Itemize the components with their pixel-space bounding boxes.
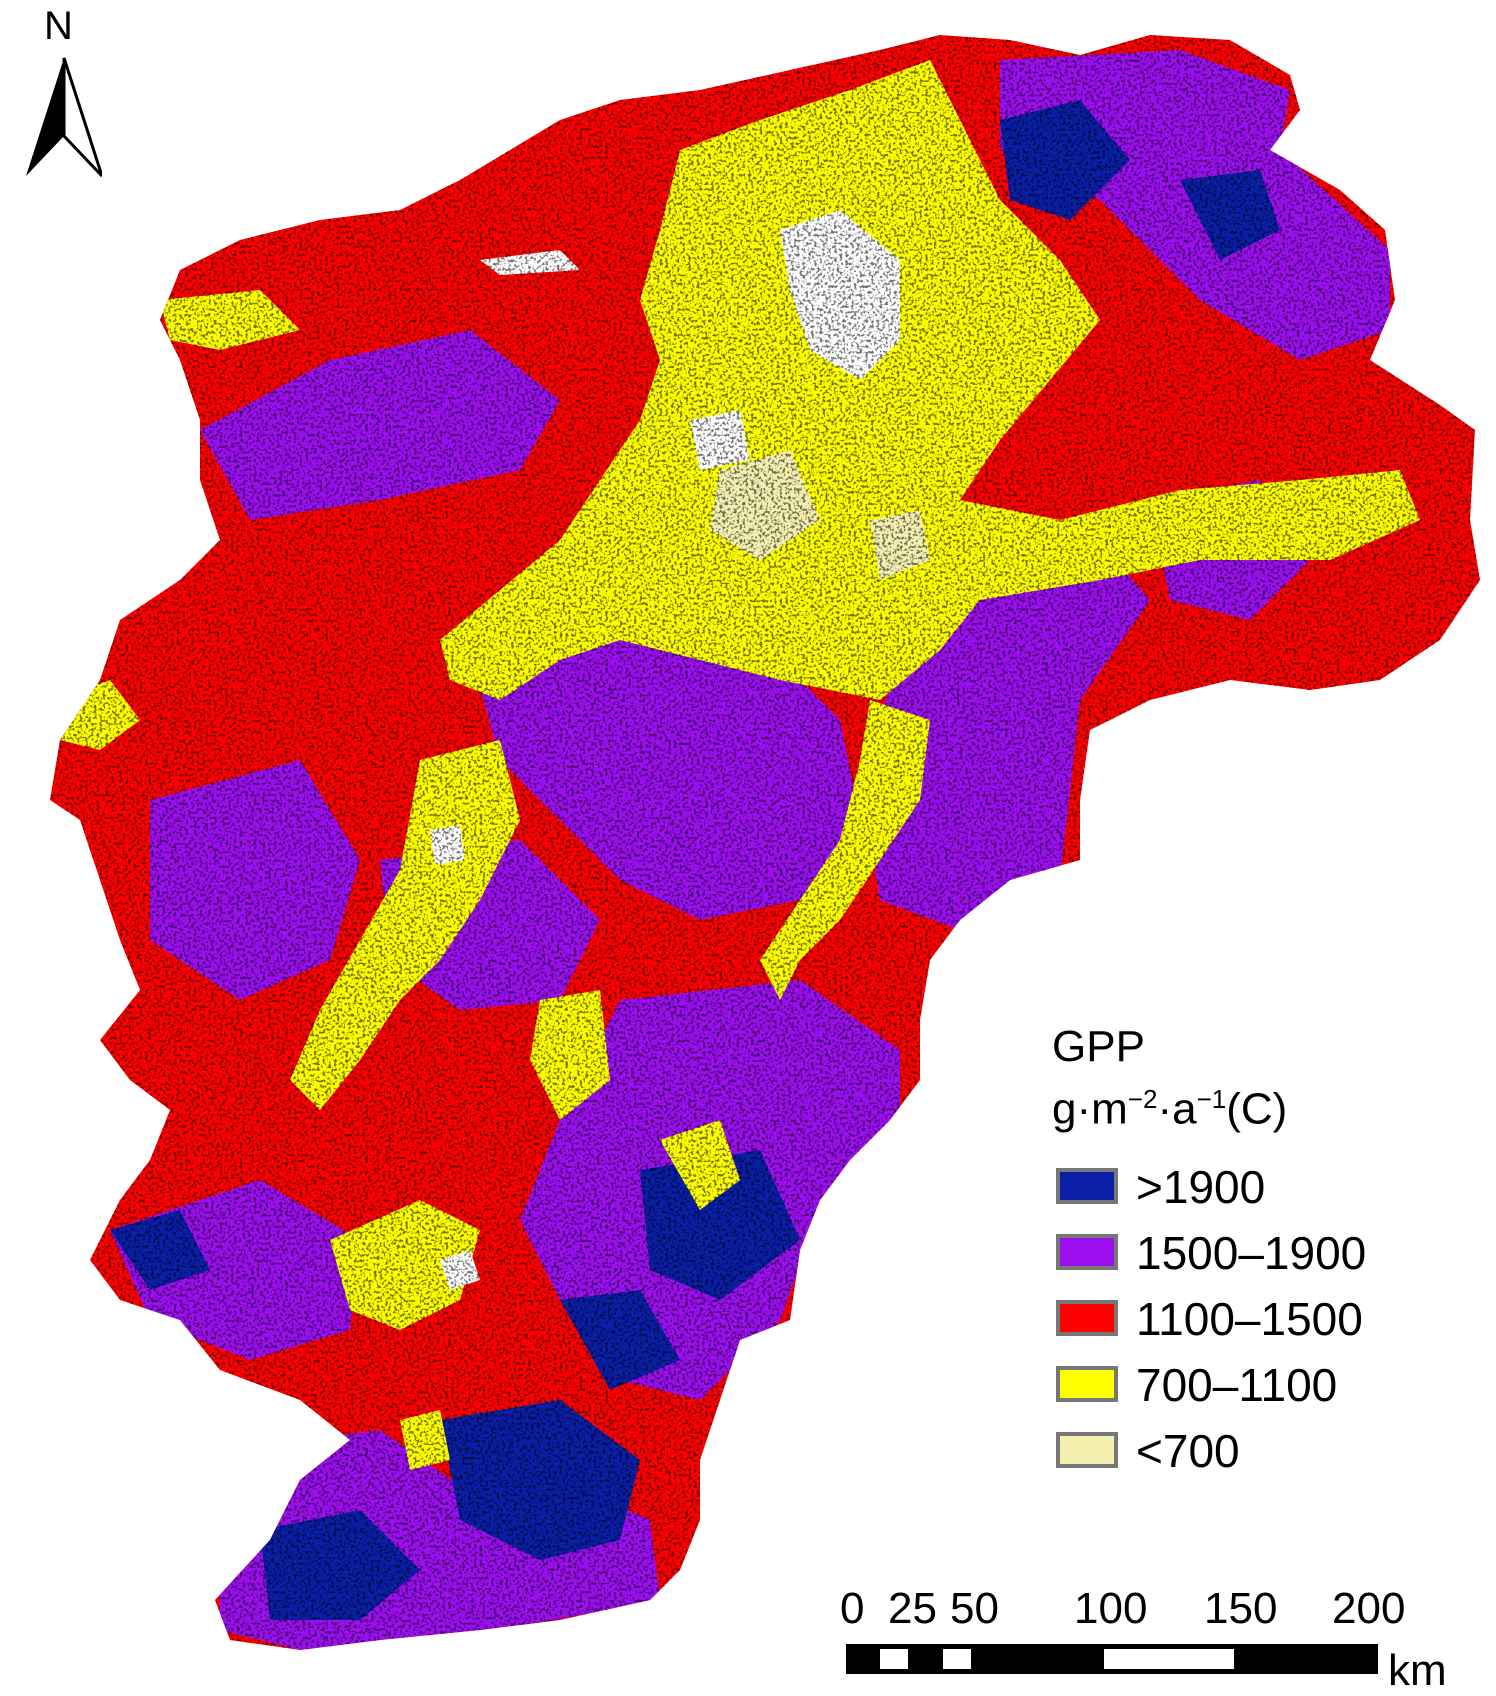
north-label: N: [44, 4, 73, 48]
scale-bar-graphic: [846, 1644, 1378, 1674]
scale-tick-label: 0: [840, 1584, 865, 1633]
legend-label: <700: [1136, 1425, 1240, 1477]
north-arrow-icon: [26, 57, 104, 178]
legend-swatch: [1056, 1234, 1118, 1270]
scale-tick-label: 150: [1204, 1584, 1278, 1633]
scale-tick-label: 100: [1074, 1584, 1148, 1633]
legend-label: 700–1100: [1136, 1359, 1338, 1411]
legend-label: >1900: [1136, 1161, 1266, 1213]
scale-tick-label: 50: [950, 1584, 999, 1633]
legend-label: 1500–1900: [1136, 1227, 1367, 1279]
legend-unit-exp1: −2: [1127, 1084, 1158, 1114]
scale-unit: km: [1388, 1646, 1447, 1695]
legend-swatch: [1056, 1366, 1118, 1402]
legend-swatch: [1056, 1168, 1118, 1204]
scale-bar: 0 25 50 100 150 200 km: [820, 1584, 1447, 1695]
scale-tick-label: 200: [1332, 1584, 1406, 1633]
north-arrow: [22, 8, 104, 178]
legend-swatch: [1056, 1300, 1118, 1336]
legend-unit-main: g·m: [1052, 1084, 1128, 1134]
legend-title: GPP: [1052, 1022, 1145, 1071]
legend-unit-exp2: −1: [1196, 1084, 1227, 1114]
legend-swatch: [1056, 1432, 1118, 1468]
legend-unit: g·m−2·a−1(C): [1052, 1084, 1287, 1135]
scale-tick-label: 25: [888, 1584, 937, 1633]
legend-label: 1100–1500: [1136, 1293, 1363, 1345]
legend-unit-mid: ·a: [1157, 1084, 1197, 1134]
legend-unit-tail: (C): [1226, 1084, 1288, 1134]
